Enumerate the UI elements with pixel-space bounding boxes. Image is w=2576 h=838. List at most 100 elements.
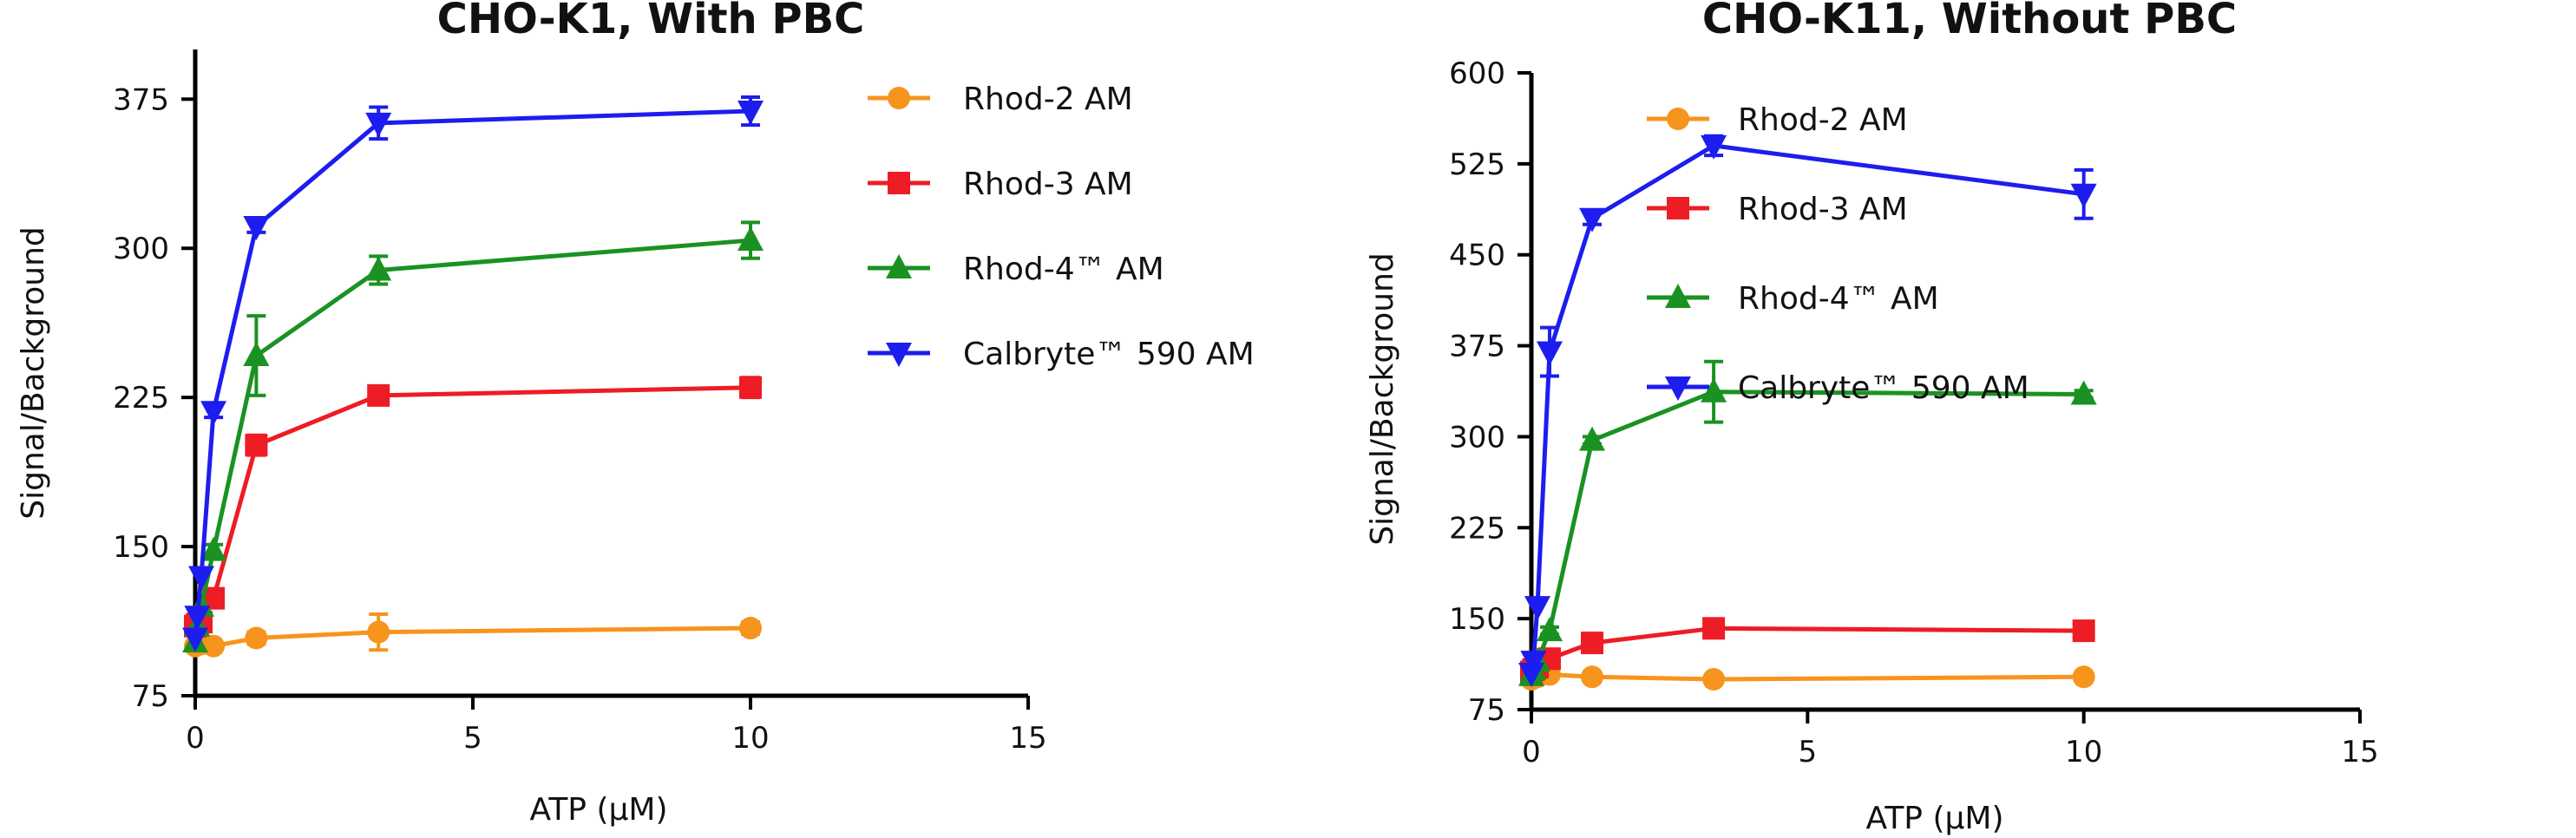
- chart-2: CHO-K11, Without PBC75150225300375450525…: [1365, 0, 2379, 836]
- y-tick-label: 75: [1468, 693, 1505, 728]
- data-point: [2070, 183, 2097, 208]
- data-point: [367, 383, 390, 407]
- y-tick-label: 375: [1449, 330, 1505, 364]
- legend-item-rhod-4-am: Rhod-4™ AM: [1647, 281, 1939, 317]
- data-point: [737, 226, 764, 252]
- x-tick-label: 15: [1009, 721, 1046, 756]
- data-point: [202, 634, 226, 658]
- data-point: [1518, 663, 1544, 688]
- data-point: [2070, 380, 2097, 405]
- data-point: [365, 256, 392, 281]
- legend-item-rhod-2-am: Rhod-2 AM: [868, 82, 1133, 117]
- legend-item-rhod-4-am: Rhod-4™ AM: [868, 252, 1164, 287]
- x-axis-label: ATP (µM): [1865, 801, 2003, 836]
- data-point: [365, 112, 392, 137]
- series-rhod-4-am: [1518, 359, 2097, 686]
- y-tick-label: 600: [1449, 56, 1505, 91]
- data-point: [243, 342, 270, 367]
- legend-label: Rhod-3 AM: [963, 167, 1133, 202]
- series-line: [193, 385, 751, 628]
- chart-title: CHO-K11, Without PBC: [1702, 0, 2237, 43]
- data-point: [1524, 596, 1551, 621]
- y-tick-label: 225: [1449, 511, 1505, 546]
- series-line: [1529, 390, 2084, 677]
- data-point: [737, 101, 764, 126]
- y-tick-label: 75: [132, 679, 169, 714]
- data-point: [1702, 617, 1726, 640]
- data-point: [245, 626, 268, 650]
- series-rhod-2-am: [1520, 663, 2095, 691]
- data-point: [1537, 617, 1563, 642]
- legend-item-rhod-2-am: Rhod-2 AM: [1647, 102, 1908, 138]
- x-axis-label: ATP (µM): [529, 792, 667, 828]
- legend-marker: [888, 172, 910, 194]
- y-tick-label: 375: [113, 82, 169, 117]
- x-tick-label: 5: [1799, 735, 1818, 769]
- legend-marker: [888, 87, 910, 109]
- legend-item-calbryte-590-am: Calbryte™ 590 AM: [868, 337, 1255, 372]
- y-tick-label: 300: [113, 232, 169, 266]
- data-point: [739, 376, 762, 399]
- y-tick-label: 300: [1449, 420, 1505, 455]
- series-rhod-3-am: [1520, 617, 2095, 684]
- legend-marker: [886, 254, 912, 278]
- data-point: [200, 536, 227, 561]
- x-tick-label: 10: [2065, 735, 2102, 769]
- series-line: [1530, 671, 2084, 682]
- series-rhod-2-am: [184, 612, 762, 658]
- legend-marker: [1665, 376, 1691, 401]
- series-line: [1530, 625, 2084, 674]
- chart-1: CHO-K1, With PBC 75 150 225 300 375 0 5 10 15 ATP …: [16, 0, 1255, 828]
- data-point: [1701, 134, 1727, 160]
- x-tick-label: 10: [731, 721, 769, 756]
- data-point: [1579, 426, 1606, 451]
- data-point: [182, 627, 208, 652]
- data-point: [2072, 665, 2095, 689]
- legend-label: Rhod-2 AM: [1738, 102, 1908, 138]
- y-tick-label: 150: [113, 530, 169, 565]
- x-tick-label: 0: [186, 721, 205, 756]
- y-tick-label: 525: [1449, 147, 1505, 182]
- y-axis-label: Signal/Background: [16, 226, 51, 519]
- legend-label: Rhod-4™ AM: [1738, 281, 1939, 317]
- series-calbryte-590-am: [1518, 134, 2097, 688]
- data-point: [739, 617, 762, 640]
- data-point: [243, 216, 270, 241]
- data-point: [184, 606, 211, 631]
- series-line: [193, 625, 751, 649]
- legend-item-calbryte-590-am: Calbryte™ 590 AM: [1647, 370, 2029, 406]
- series-calbryte-590-am: [182, 95, 764, 652]
- data-point: [1581, 665, 1604, 689]
- data-point: [1579, 207, 1606, 232]
- series-line: [193, 238, 751, 643]
- data-point: [1537, 341, 1563, 366]
- series-rhod-4-am: [182, 220, 764, 653]
- data-point: [200, 401, 227, 426]
- legend-item-rhod-3-am: Rhod-3 AM: [1647, 192, 1908, 227]
- data-point: [1702, 668, 1726, 691]
- series-line: [193, 108, 751, 638]
- y-tick-label: 450: [1449, 239, 1505, 273]
- legend-label: Calbryte™ 590 AM: [1738, 370, 2029, 406]
- legend-marker: [1665, 284, 1691, 308]
- legend-item-rhod-3-am: Rhod-3 AM: [868, 167, 1133, 202]
- y-tick-label: 225: [113, 381, 169, 416]
- data-point: [188, 566, 215, 591]
- chart-title: CHO-K1, With PBC: [437, 0, 865, 43]
- legend-label: Rhod-2 AM: [963, 82, 1133, 117]
- x-tick-label: 0: [1522, 735, 1541, 769]
- data-point: [1581, 632, 1604, 655]
- legend-marker: [1667, 197, 1689, 219]
- y-axis-label: Signal/Background: [1365, 252, 1400, 545]
- legend-label: Rhod-4™ AM: [963, 252, 1164, 287]
- legend-marker: [1667, 108, 1689, 130]
- x-tick-label: 5: [463, 721, 482, 756]
- data-point: [1520, 651, 1547, 676]
- legend-label: Calbryte™ 590 AM: [963, 337, 1255, 372]
- x-tick-label: 15: [2341, 735, 2378, 769]
- data-point: [245, 434, 268, 457]
- y-tick-label: 150: [1449, 602, 1505, 637]
- data-point: [367, 620, 390, 644]
- legend-label: Rhod-3 AM: [1738, 192, 1908, 227]
